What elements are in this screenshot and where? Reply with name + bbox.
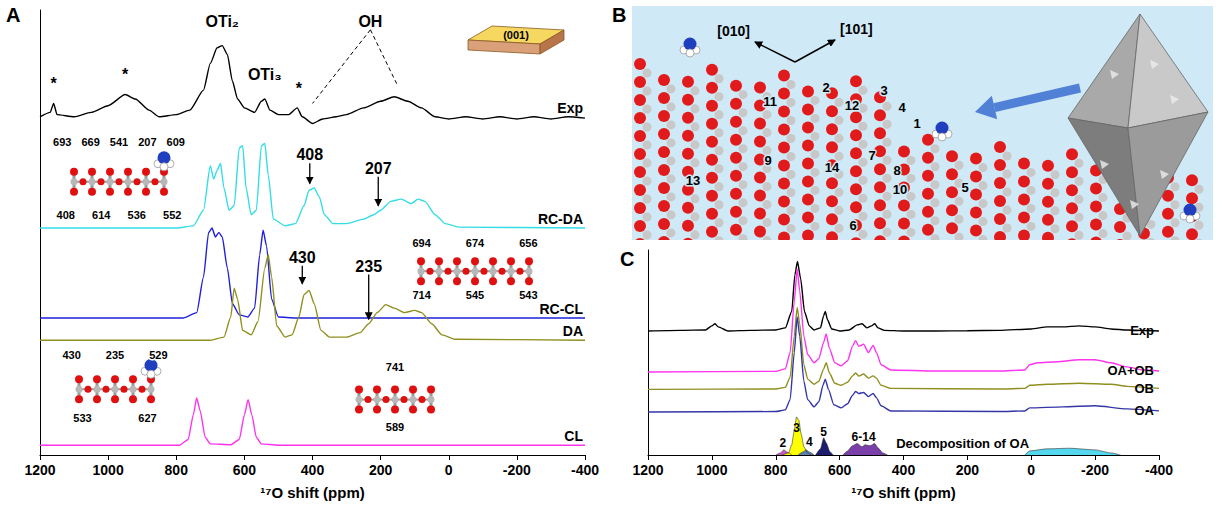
svg-text:609: 609 <box>167 136 185 148</box>
svg-text:11: 11 <box>763 94 777 109</box>
svg-text:Exp: Exp <box>557 100 583 116</box>
svg-text:200: 200 <box>956 462 980 478</box>
svg-text:235: 235 <box>106 349 124 361</box>
svg-text:0: 0 <box>1027 462 1035 478</box>
svg-text:OA: OA <box>1135 403 1155 418</box>
svg-text:656: 656 <box>519 237 537 249</box>
svg-text:B: B <box>612 4 626 26</box>
svg-text:741: 741 <box>386 361 404 373</box>
svg-text:-400: -400 <box>571 462 599 478</box>
svg-text:*: * <box>296 80 303 97</box>
svg-text:589: 589 <box>386 421 404 433</box>
svg-text:(001): (001) <box>503 29 529 41</box>
svg-text:400: 400 <box>892 462 916 478</box>
svg-text:[010]: [010] <box>717 23 750 39</box>
svg-text:RC-CL: RC-CL <box>539 301 583 317</box>
svg-text:7: 7 <box>868 148 875 163</box>
svg-text:529: 529 <box>149 349 167 361</box>
svg-text:1200: 1200 <box>24 462 55 478</box>
svg-text:4: 4 <box>898 100 906 115</box>
svg-text:694: 694 <box>412 237 431 249</box>
svg-text:614: 614 <box>92 209 111 221</box>
svg-text:669: 669 <box>81 136 99 148</box>
svg-text:533: 533 <box>73 412 91 424</box>
svg-text:4: 4 <box>806 435 813 449</box>
svg-text:3: 3 <box>880 83 887 98</box>
svg-text:OTi₃: OTi₃ <box>248 66 282 83</box>
svg-text:207: 207 <box>365 160 392 177</box>
svg-text:430: 430 <box>62 349 80 361</box>
svg-text:¹⁷O shift (ppm): ¹⁷O shift (ppm) <box>260 484 365 501</box>
svg-text:10: 10 <box>893 182 907 197</box>
svg-text:800: 800 <box>165 462 189 478</box>
svg-text:RC-DA: RC-DA <box>538 211 583 227</box>
svg-text:OB: OB <box>1135 381 1155 396</box>
svg-text:693: 693 <box>53 136 71 148</box>
svg-text:2: 2 <box>822 80 829 95</box>
svg-text:1200: 1200 <box>632 462 663 478</box>
svg-text:408: 408 <box>296 146 323 163</box>
svg-text:0: 0 <box>445 462 453 478</box>
svg-text:1000: 1000 <box>696 462 727 478</box>
svg-text:6: 6 <box>849 218 856 233</box>
svg-text:600: 600 <box>828 462 852 478</box>
svg-text:13: 13 <box>686 173 700 188</box>
svg-text:5: 5 <box>820 425 827 439</box>
svg-text:627: 627 <box>138 412 156 424</box>
svg-text:3: 3 <box>793 421 800 435</box>
svg-text:-200: -200 <box>503 462 531 478</box>
svg-text:Decomposition of OA: Decomposition of OA <box>896 436 1030 451</box>
svg-text:OA+OB: OA+OB <box>1107 363 1154 378</box>
svg-text:200: 200 <box>369 462 393 478</box>
svg-text:408: 408 <box>57 209 75 221</box>
svg-text:DA: DA <box>563 323 583 339</box>
svg-text:-400: -400 <box>1145 462 1173 478</box>
svg-text:800: 800 <box>764 462 788 478</box>
svg-text:674: 674 <box>466 237 485 249</box>
svg-text:[101]: [101] <box>840 21 873 37</box>
svg-text:430: 430 <box>289 249 316 266</box>
svg-text:CL: CL <box>564 428 583 444</box>
svg-text:OH: OH <box>358 13 382 30</box>
svg-text:Exp: Exp <box>1130 323 1154 338</box>
svg-text:*: * <box>122 66 129 83</box>
svg-text:1000: 1000 <box>93 462 124 478</box>
svg-text:*: * <box>51 75 58 92</box>
svg-text:C: C <box>620 248 634 270</box>
svg-text:235: 235 <box>355 258 382 275</box>
svg-text:14: 14 <box>825 160 840 175</box>
svg-text:207: 207 <box>138 136 156 148</box>
svg-text:8: 8 <box>893 163 900 178</box>
svg-text:545: 545 <box>466 289 484 301</box>
svg-text:1: 1 <box>913 116 920 131</box>
svg-text:OTi₂: OTi₂ <box>205 13 238 30</box>
svg-text:541: 541 <box>110 136 128 148</box>
svg-text:400: 400 <box>301 462 325 478</box>
svg-text:5: 5 <box>961 180 968 195</box>
svg-text:714: 714 <box>412 289 431 301</box>
svg-text:12: 12 <box>845 98 859 113</box>
svg-text:536: 536 <box>128 209 146 221</box>
svg-text:2: 2 <box>779 436 786 450</box>
svg-text:9: 9 <box>764 153 771 168</box>
svg-text:¹⁷O shift (ppm): ¹⁷O shift (ppm) <box>851 484 956 501</box>
svg-text:552: 552 <box>163 209 181 221</box>
svg-text:600: 600 <box>233 462 257 478</box>
svg-text:543: 543 <box>519 289 537 301</box>
svg-text:-200: -200 <box>1081 462 1109 478</box>
svg-text:A: A <box>6 4 20 26</box>
svg-text:6-14: 6-14 <box>852 430 876 444</box>
